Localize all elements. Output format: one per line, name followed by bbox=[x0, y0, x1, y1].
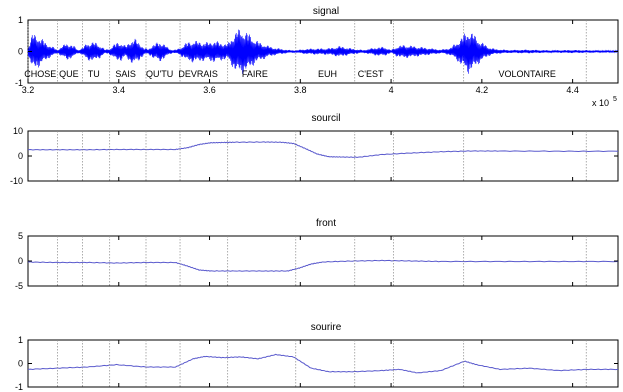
word-label: TU bbox=[88, 69, 100, 79]
x-exponent-label: x 10 bbox=[592, 98, 609, 108]
front-line bbox=[27, 259, 619, 272]
sourire-panel: sourire 1 0 -1 bbox=[15, 322, 619, 392]
y-tick-label: -10 bbox=[10, 176, 23, 186]
front-axes bbox=[27, 235, 619, 287]
word-label: SAIS bbox=[115, 69, 136, 79]
y-tick-label: -1 bbox=[15, 382, 23, 392]
word-label: FAIRE bbox=[242, 69, 268, 79]
x-exponent-power: 5 bbox=[613, 96, 617, 103]
front-panel: front 5 0 -5 bbox=[15, 218, 619, 291]
signal-waveform bbox=[27, 29, 619, 74]
front-title: front bbox=[316, 218, 336, 229]
x-tick-label: 4.4 bbox=[566, 85, 579, 95]
sourcil-y-ticks: 10 0 -10 bbox=[10, 126, 618, 186]
x-tick-label: 4 bbox=[389, 85, 394, 95]
sourcil-line bbox=[27, 141, 619, 159]
x-tick-label: 3.8 bbox=[294, 85, 307, 95]
front-y-ticks: 5 0 -5 bbox=[15, 231, 618, 291]
word-label: CHOSE bbox=[24, 69, 56, 79]
word-label: C'EST bbox=[358, 69, 384, 79]
y-tick-label: 0 bbox=[18, 256, 23, 266]
sourcil-title: sourcil bbox=[312, 113, 341, 124]
word-label: QU'TU bbox=[146, 69, 173, 79]
y-tick-label: 0 bbox=[18, 47, 23, 57]
signal-title: signal bbox=[313, 6, 339, 17]
y-tick-label: 1 bbox=[18, 335, 23, 345]
signal-y-ticks: 1 0 -1 bbox=[15, 15, 618, 88]
sourire-line bbox=[27, 353, 619, 374]
signal-panel: signal CHOSE QUE TU SAIS QU'TU DEVRAIS FAIRE EU… bbox=[15, 6, 619, 108]
sourire-axes bbox=[27, 339, 619, 388]
y-tick-label: -5 bbox=[15, 281, 23, 291]
sourire-title: sourire bbox=[311, 322, 342, 333]
sourire-y-ticks: 1 0 -1 bbox=[15, 335, 618, 392]
sourcil-panel: sourcil 10 0 -10 bbox=[10, 113, 619, 186]
y-tick-label: 0 bbox=[18, 359, 23, 369]
x-tick-label: 3.4 bbox=[113, 85, 126, 95]
y-tick-label: -1 bbox=[15, 78, 23, 88]
word-labels: CHOSE QUE TU SAIS QU'TU DEVRAIS FAIRE EUH C'EST V… bbox=[24, 69, 556, 79]
y-tick-label: 1 bbox=[18, 15, 23, 25]
y-tick-label: 0 bbox=[18, 151, 23, 161]
word-label: QUE bbox=[59, 69, 79, 79]
x-tick-label: 4.2 bbox=[476, 85, 489, 95]
y-tick-label: 5 bbox=[18, 231, 23, 241]
word-label: DEVRAIS bbox=[178, 69, 218, 79]
word-label: EUH bbox=[318, 69, 337, 79]
x-tick-label: 3.6 bbox=[203, 85, 216, 95]
word-label: VOLONTAIRE bbox=[499, 69, 556, 79]
x-tick-label: 3.2 bbox=[22, 85, 35, 95]
signal-x-ticks: 3.2 3.4 3.6 3.8 4 4.2 4.4 bbox=[22, 20, 579, 95]
sourcil-axes bbox=[27, 130, 619, 182]
y-tick-label: 10 bbox=[13, 126, 23, 136]
